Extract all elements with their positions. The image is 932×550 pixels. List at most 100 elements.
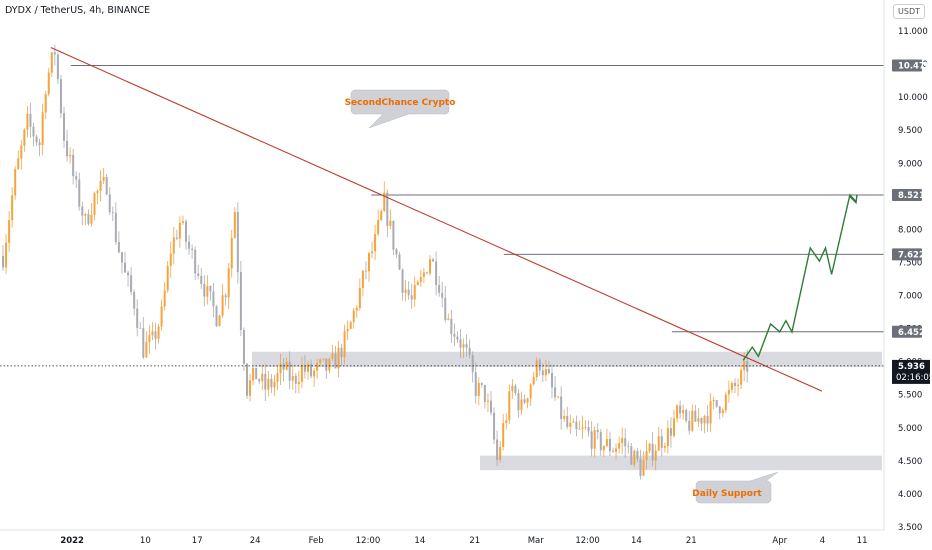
candle [35, 134, 38, 146]
brand-callout[interactable]: SecondChance Crypto [345, 89, 456, 129]
candle [206, 275, 209, 305]
candle [279, 353, 282, 386]
candle [63, 106, 65, 148]
candle [288, 351, 291, 390]
candle [172, 226, 175, 265]
candle [117, 231, 120, 254]
candle [203, 274, 206, 307]
candle [694, 404, 697, 422]
candle [139, 322, 142, 329]
candle [218, 314, 221, 327]
candle [560, 386, 563, 430]
candle [87, 209, 90, 226]
candle [270, 374, 273, 394]
candle [44, 90, 47, 120]
callouts-layer: SecondChance Crypto Daily Support [345, 89, 779, 504]
candle [47, 67, 50, 97]
candle [459, 328, 462, 358]
y-tick-label: 7.000 [898, 292, 922, 302]
candle [468, 339, 471, 359]
candle [505, 412, 508, 430]
x-tick-label: 14 [631, 536, 642, 546]
candle [703, 414, 706, 434]
candle [340, 343, 343, 366]
candle [544, 359, 547, 382]
candle [325, 358, 328, 379]
candle [313, 367, 316, 388]
candle [242, 327, 245, 371]
y-tick-label: 11.000 [898, 27, 928, 37]
candle [718, 405, 721, 420]
candle [462, 338, 465, 358]
candle [166, 261, 169, 293]
candle [538, 357, 541, 376]
candle [715, 400, 718, 409]
candle [227, 262, 230, 310]
candle [273, 374, 276, 396]
candle [480, 382, 483, 388]
candle [663, 442, 666, 453]
candle [621, 427, 624, 455]
trendline[interactable] [50, 47, 823, 392]
candle [474, 362, 477, 404]
candle [618, 436, 621, 454]
symbol-title: DYDX / TetherUS, 4h, BINANCE [5, 5, 150, 16]
candle [352, 307, 355, 329]
candle [246, 362, 248, 399]
candle [572, 418, 575, 424]
candle [499, 441, 502, 463]
candle [517, 389, 520, 418]
x-tick-label: 21 [469, 536, 480, 546]
candle [627, 441, 630, 454]
y-tick-label: 3.500 [898, 523, 922, 533]
currency-button[interactable]: USDT [893, 4, 925, 19]
candle [133, 289, 136, 316]
candle [740, 365, 743, 390]
candle [502, 413, 505, 451]
candle [8, 211, 11, 252]
level-label-1: 8.521 [898, 191, 925, 201]
candle [547, 360, 550, 375]
y-tick-label: 4.000 [898, 490, 922, 500]
candle [127, 270, 130, 287]
projection-layer [742, 193, 858, 361]
candle [697, 408, 700, 427]
candle [416, 279, 419, 286]
projection-arrowhead [849, 194, 858, 205]
candle [297, 370, 300, 394]
candle [599, 429, 602, 456]
candle [160, 299, 163, 331]
candle [727, 380, 730, 403]
candle [99, 170, 102, 202]
candle [252, 366, 255, 386]
candle [679, 400, 682, 419]
candle [358, 278, 361, 311]
candle [700, 417, 703, 432]
candle [255, 367, 258, 380]
candle [108, 187, 111, 216]
candle [724, 391, 727, 414]
candle [175, 229, 178, 241]
candle [307, 360, 309, 380]
candle [633, 449, 636, 468]
candle [471, 351, 474, 383]
candle [377, 209, 380, 237]
candle [294, 373, 297, 394]
candle [508, 384, 511, 425]
candle [651, 432, 654, 467]
candle [648, 442, 651, 454]
level-label-bg-0 [892, 59, 922, 72]
candle [355, 305, 358, 318]
candle [624, 428, 627, 458]
candle [608, 431, 611, 457]
candle [310, 359, 313, 379]
candle [737, 378, 740, 397]
projection-path[interactable] [742, 193, 857, 361]
trendline-layer [50, 47, 823, 392]
candle [532, 371, 535, 386]
candle [483, 384, 486, 409]
candle [148, 324, 151, 354]
support-callout[interactable]: Daily Support [692, 471, 779, 504]
candle [371, 241, 374, 259]
